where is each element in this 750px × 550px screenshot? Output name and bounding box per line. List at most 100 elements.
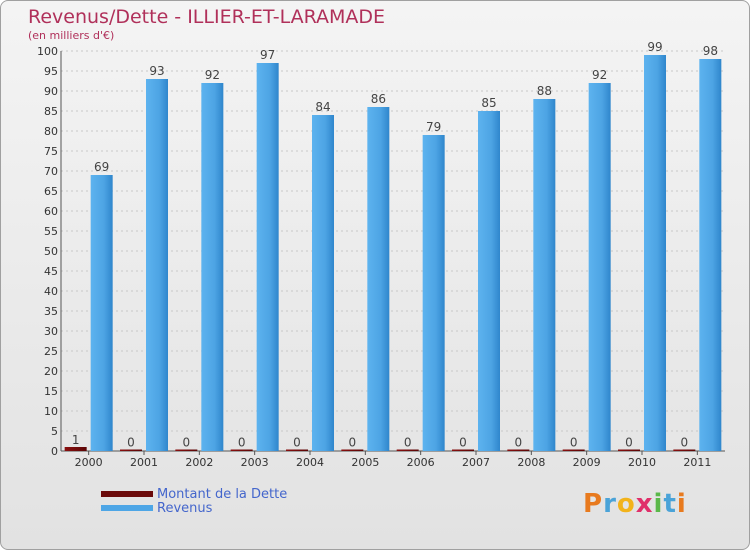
x-tick-label: 2000	[75, 456, 103, 469]
data-label-dette: 0	[570, 436, 578, 450]
legend-label-revenus: Revenus	[157, 500, 213, 516]
x-tick-label: 2011	[683, 456, 711, 469]
y-tick-label: 80	[44, 125, 58, 138]
legend-label-dette: Montant de la Dette	[157, 486, 288, 502]
bar-revenus	[699, 59, 722, 451]
bar-dette	[230, 449, 253, 451]
data-label-revenus: 84	[315, 100, 330, 114]
bar-revenus	[312, 115, 334, 451]
bar-dette	[673, 449, 696, 451]
data-label-revenus: 79	[426, 120, 441, 134]
data-label-dette: 0	[404, 436, 412, 450]
logo-letter: r	[603, 489, 617, 519]
logo-letter: i	[653, 489, 664, 519]
data-label-dette: 0	[681, 436, 689, 450]
y-tick-label: 85	[44, 105, 58, 118]
bar-revenus	[90, 175, 113, 451]
y-tick-label: 50	[44, 245, 58, 258]
proxiti-logo: Proxiti	[583, 489, 687, 519]
data-label-revenus: 88	[537, 84, 552, 98]
y-tick-label: 55	[44, 225, 58, 238]
data-label-revenus: 86	[371, 92, 386, 106]
bar-revenus	[478, 111, 500, 451]
logo-letter: x	[635, 489, 654, 519]
data-label-dette: 0	[293, 436, 301, 450]
x-tick-label: 2008	[517, 456, 545, 469]
x-tick-label: 2010	[628, 456, 656, 469]
data-label-revenus: 69	[94, 160, 109, 174]
data-label-revenus: 98	[703, 44, 718, 58]
data-label-dette: 1	[72, 433, 80, 447]
data-label-revenus: 85	[481, 96, 496, 110]
data-label-dette: 0	[238, 436, 246, 450]
bar-dette	[507, 449, 530, 451]
y-tick-label: 90	[44, 85, 58, 98]
data-label-dette: 0	[625, 436, 633, 450]
legend-swatch-revenus	[101, 505, 153, 511]
y-tick-label: 35	[44, 305, 58, 318]
data-label-dette: 0	[127, 436, 135, 450]
legend-item-revenus: Revenus	[101, 500, 287, 516]
data-label-revenus: 93	[149, 64, 164, 78]
x-tick-label: 2009	[573, 456, 601, 469]
x-tick-label: 2001	[130, 456, 158, 469]
y-tick-label: 95	[44, 65, 58, 78]
data-label-dette: 0	[459, 436, 467, 450]
bar-dette	[175, 449, 198, 451]
x-tick-label: 2005	[351, 456, 379, 469]
logo-letter: o	[616, 489, 636, 519]
data-label-revenus: 99	[647, 40, 662, 54]
data-label-revenus: 92	[592, 68, 607, 82]
y-tick-label: 45	[44, 265, 58, 278]
bar-dette	[452, 449, 474, 451]
y-tick-label: 10	[44, 405, 58, 418]
data-label-dette: 0	[183, 436, 191, 450]
legend-item-dette: Montant de la Dette	[101, 486, 288, 502]
bar-revenus	[644, 55, 666, 451]
y-tick-label: 20	[44, 365, 58, 378]
x-tick-label: 2007	[462, 456, 490, 469]
bar-revenus	[256, 63, 279, 451]
y-tick-label: 65	[44, 185, 58, 198]
legend: Montant de la Dette Revenus	[101, 486, 288, 516]
bar-revenus	[201, 83, 224, 451]
logo-letter: P	[583, 489, 604, 519]
bar-dette	[286, 449, 308, 451]
data-label-dette: 0	[349, 436, 357, 450]
y-tick-label: 100	[37, 45, 58, 58]
bar-revenus	[422, 135, 445, 451]
y-tick-label: 25	[44, 345, 58, 358]
chart-title: Revenus/Dette - ILLIER-ET-LARAMADE	[28, 6, 386, 28]
y-tick-label: 0	[51, 445, 58, 458]
x-tick-label: 2004	[296, 456, 324, 469]
bar-dette	[562, 449, 585, 451]
data-label-dette: 0	[515, 436, 523, 450]
y-tick-label: 5	[51, 425, 58, 438]
bar-dette	[618, 449, 640, 451]
bar-revenus	[367, 107, 390, 451]
bar-dette	[64, 447, 87, 451]
y-tick-label: 75	[44, 145, 58, 158]
y-tick-label: 70	[44, 165, 58, 178]
bar-dette	[396, 449, 419, 451]
bar-revenus	[146, 79, 168, 451]
chart-subtitle: (en milliers d'€)	[28, 29, 115, 42]
bar-revenus	[533, 99, 556, 451]
x-tick-label: 2002	[185, 456, 213, 469]
y-tick-label: 60	[44, 205, 58, 218]
legend-swatch-dette	[101, 491, 153, 497]
bar-dette	[120, 449, 142, 451]
x-tick-label: 2006	[407, 456, 435, 469]
bar-revenus	[588, 83, 611, 451]
bar-dette	[341, 449, 364, 451]
x-tick-label: 2003	[241, 456, 269, 469]
logo-letter: i	[676, 489, 687, 519]
y-tick-label: 40	[44, 285, 58, 298]
y-tick-label: 15	[44, 385, 58, 398]
data-label-revenus: 92	[205, 68, 220, 82]
y-tick-label: 30	[44, 325, 58, 338]
data-label-revenus: 97	[260, 48, 275, 62]
logo-letter: t	[663, 489, 677, 519]
